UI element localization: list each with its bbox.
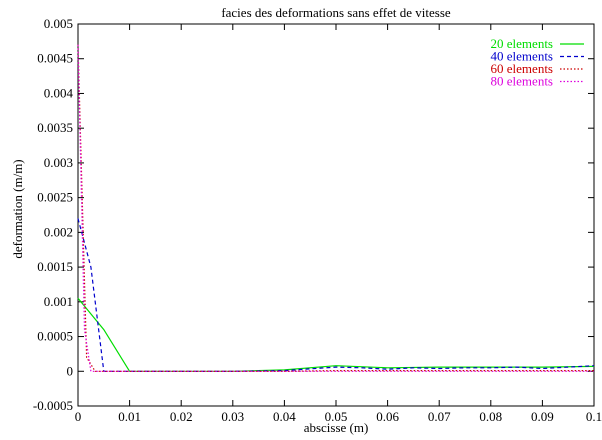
series-layer bbox=[77, 44, 595, 372]
y-tick-label: 0.0045 bbox=[37, 51, 73, 66]
y-tick-label: 0.0035 bbox=[37, 120, 73, 135]
y-tick-label: 0.0015 bbox=[37, 259, 73, 274]
y-tick-label: 0.004 bbox=[44, 85, 74, 100]
y-tick-label: 0 bbox=[67, 363, 74, 378]
legend-label: 40 elements bbox=[491, 49, 553, 64]
series-line bbox=[77, 44, 594, 372]
x-tick-label: 0.05 bbox=[325, 409, 348, 424]
x-tick-label: 0.01 bbox=[118, 409, 141, 424]
y-tick-label: 0.0005 bbox=[37, 329, 73, 344]
x-tick-label: 0.08 bbox=[479, 409, 502, 424]
legend-label: 20 elements bbox=[491, 36, 553, 51]
series-line bbox=[77, 218, 595, 372]
series-line bbox=[77, 297, 595, 372]
series-line bbox=[77, 44, 594, 372]
y-tick-label: 0.003 bbox=[44, 155, 73, 170]
x-tick-label: 0.02 bbox=[170, 409, 193, 424]
x-tick-label: 0.1 bbox=[586, 409, 602, 424]
legend-label: 60 elements bbox=[491, 61, 553, 76]
chart-title: facies des deformations sans effet de vi… bbox=[221, 5, 451, 20]
y-tick-label: 0.001 bbox=[44, 294, 73, 309]
y-tick-label: 0.002 bbox=[44, 224, 73, 239]
y-tick-label: -0.0005 bbox=[33, 398, 73, 413]
x-axis-label: abscisse (m) bbox=[304, 420, 369, 435]
x-tick-label: 0.03 bbox=[221, 409, 244, 424]
y-tick-label: 0.005 bbox=[44, 16, 73, 31]
y-axis-label: deformation (m/m) bbox=[10, 159, 25, 258]
axis-ticks: 0 0.01 0.02 0.03 0.04 0.05 0.06 0.07 0.08 0.09 0.1… bbox=[33, 16, 602, 424]
x-tick-label: 0.07 bbox=[428, 409, 451, 424]
legend-label: 80 elements bbox=[491, 74, 553, 89]
x-tick-label: 0.06 bbox=[376, 409, 399, 424]
x-tick-label: 0.09 bbox=[531, 409, 554, 424]
x-tick-label: 0 bbox=[75, 409, 82, 424]
y-tick-label: 0.0025 bbox=[37, 190, 73, 205]
x-tick-label: 0.04 bbox=[273, 409, 296, 424]
